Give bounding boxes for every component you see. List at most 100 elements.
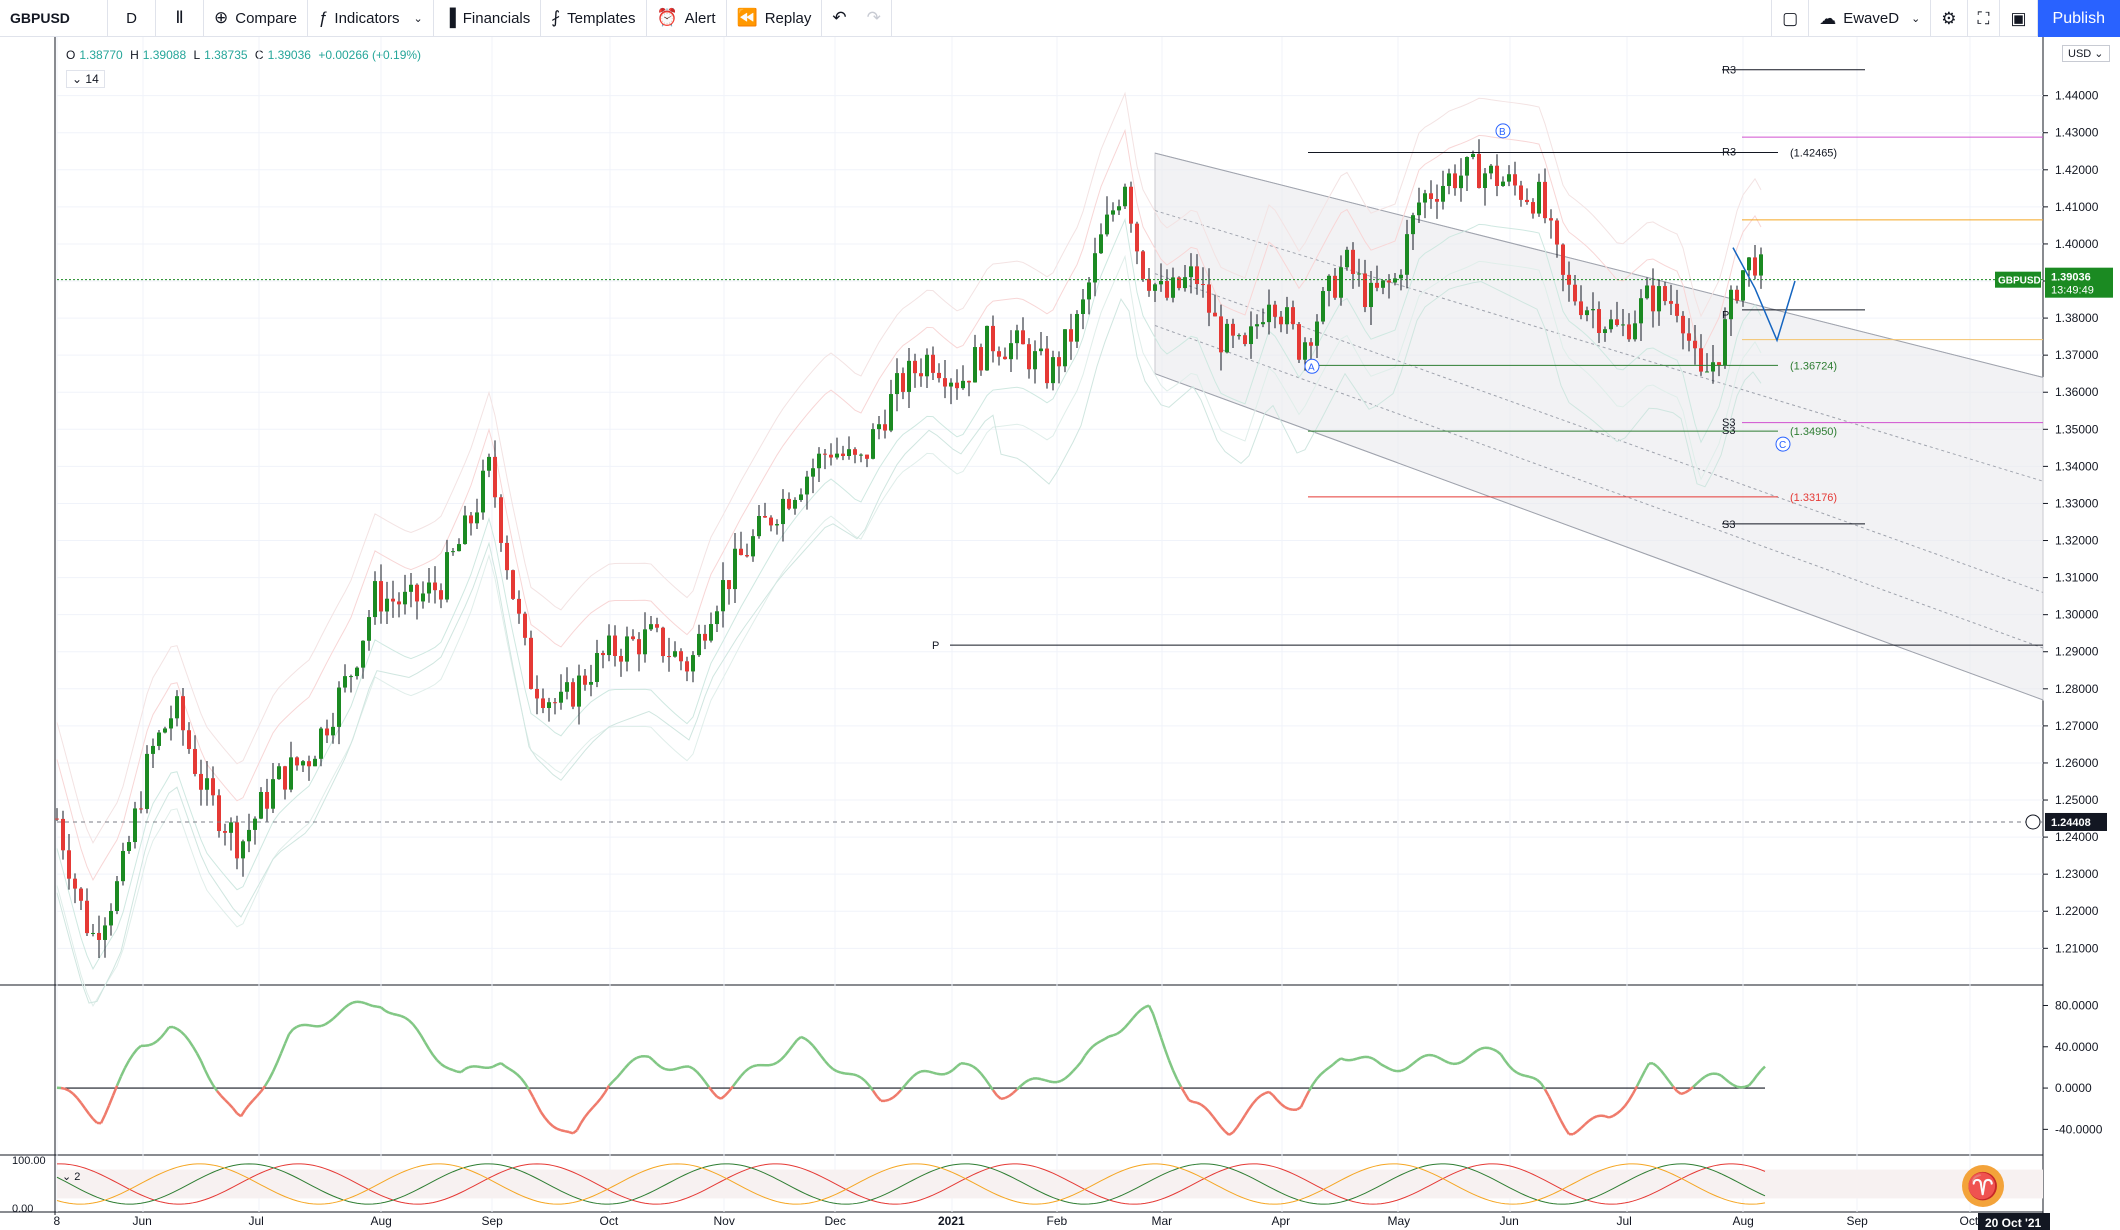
price-tick-label: 1.43000 xyxy=(2055,126,2099,140)
chart-type-button[interactable]: Ⅱ xyxy=(156,0,204,37)
layout-toggle-button[interactable]: ▢ xyxy=(1771,0,1810,37)
candle xyxy=(1123,183,1127,209)
price-tick-label: 1.38000 xyxy=(2055,311,2099,325)
candle-body xyxy=(1261,322,1265,325)
osc-segment xyxy=(1388,1067,1394,1072)
osc-segment xyxy=(144,1043,150,1048)
osc-segment xyxy=(404,1016,410,1022)
osc-segment xyxy=(1028,1077,1034,1082)
candle xyxy=(607,624,611,662)
osc-segment xyxy=(1307,1083,1315,1092)
osc-segment xyxy=(1680,1091,1686,1096)
candle-body xyxy=(1207,284,1211,313)
candle-body xyxy=(1267,304,1271,323)
osc-segment xyxy=(392,1012,398,1017)
osc-segment xyxy=(1000,1096,1006,1101)
high-label: H xyxy=(130,48,139,62)
replay-button[interactable]: ⏪ Replay xyxy=(727,0,823,37)
osc-segment xyxy=(1239,1114,1247,1123)
stoch-tick-label: 0.00 xyxy=(12,1203,33,1215)
candle xyxy=(673,641,677,658)
study-legend-toggle[interactable]: ⌄ 14 xyxy=(66,70,105,88)
osc-segment xyxy=(1732,1083,1738,1088)
candle-body xyxy=(1555,220,1559,245)
osc-segment xyxy=(1720,1074,1726,1080)
osc-segment xyxy=(324,1020,330,1026)
price-tick-label: 1.29000 xyxy=(2055,645,2099,659)
snapshot-button[interactable]: ▣ xyxy=(2000,0,2038,37)
candle-body xyxy=(217,795,221,832)
chart-grid xyxy=(0,37,2044,1215)
candle-body xyxy=(367,617,371,641)
osc-segment xyxy=(916,1070,922,1075)
alert-button[interactable]: ⏰ Alert xyxy=(647,0,727,37)
candle xyxy=(745,543,749,558)
osc-segment xyxy=(584,1111,590,1118)
candle-body xyxy=(421,593,425,602)
osc-segment xyxy=(892,1093,898,1099)
osc-segment xyxy=(616,1071,622,1079)
candle xyxy=(901,367,905,400)
candle-body xyxy=(1645,285,1649,299)
osc-segment xyxy=(1404,1065,1410,1071)
osc-segment xyxy=(1048,1080,1054,1084)
candle xyxy=(403,574,407,615)
osc-segment xyxy=(1528,1075,1534,1080)
candle xyxy=(1285,296,1289,334)
candle xyxy=(931,346,935,380)
financials-button[interactable]: ▐ Financials xyxy=(434,0,542,37)
osc-segment xyxy=(1416,1056,1422,1062)
osc-segment xyxy=(476,1065,482,1069)
osc-tick-label: -40.0000 xyxy=(2055,1122,2103,1136)
osc-segment xyxy=(1183,1092,1191,1101)
indicators-button[interactable]: ƒ Indicators ⌄ xyxy=(308,0,434,37)
templates-button[interactable]: ⨏ Templates xyxy=(541,0,647,37)
currency-button[interactable]: USD ⌄ xyxy=(2062,45,2110,62)
publish-button[interactable]: Publish xyxy=(2037,0,2120,37)
undo-button[interactable]: ↶ xyxy=(822,0,856,37)
templates-icon: ⨏ xyxy=(551,8,561,27)
layout-name-button[interactable]: ☁ EwaveD ⌄ xyxy=(1809,0,1932,37)
candle-body xyxy=(1153,284,1157,291)
candle-body xyxy=(541,698,545,709)
symbol-search-button[interactable]: GBPUSD xyxy=(0,0,108,37)
candle-body xyxy=(919,373,923,377)
osc-segment xyxy=(748,1065,754,1070)
candle xyxy=(1309,338,1313,364)
redo-button[interactable]: ↷ xyxy=(857,0,892,37)
candle xyxy=(529,630,533,690)
candle-body xyxy=(823,453,827,455)
settings-button[interactable]: ⚙ xyxy=(1931,0,1968,37)
candle xyxy=(1453,164,1457,196)
osc-segment xyxy=(1384,1065,1390,1070)
compare-button[interactable]: ⊕ Compare xyxy=(204,0,308,37)
candle xyxy=(193,735,197,777)
fullscreen-button[interactable]: ⛶ xyxy=(1968,0,2001,37)
candle xyxy=(691,651,695,683)
osc-segment xyxy=(932,1071,938,1075)
candle-body xyxy=(1477,153,1481,189)
candle xyxy=(613,625,617,667)
candle-body xyxy=(295,757,299,766)
candle-body xyxy=(1453,173,1457,189)
osc-segment xyxy=(1228,1131,1234,1136)
candle-body xyxy=(1375,282,1379,288)
candle xyxy=(997,346,1001,366)
candle-body xyxy=(733,548,737,590)
osc-segment xyxy=(156,1036,162,1043)
osc-segment xyxy=(1380,1063,1386,1068)
interval-button[interactable]: D xyxy=(108,0,156,37)
level-tag: S3 xyxy=(1722,425,1735,437)
candle xyxy=(1603,326,1607,342)
candle-body xyxy=(109,910,113,926)
osc-segment xyxy=(352,1000,358,1004)
osc-segment xyxy=(1444,1059,1450,1065)
ohlc-legend: O 1.38770 H 1.39088 L 1.38735 C 1.39036 +0.0… xyxy=(66,48,425,62)
osc-segment xyxy=(1268,1090,1274,1097)
osc-segment xyxy=(552,1125,558,1130)
candle xyxy=(1225,318,1229,354)
osc-segment xyxy=(716,1095,722,1100)
candle xyxy=(1375,265,1379,292)
osc-segment xyxy=(60,1086,66,1091)
